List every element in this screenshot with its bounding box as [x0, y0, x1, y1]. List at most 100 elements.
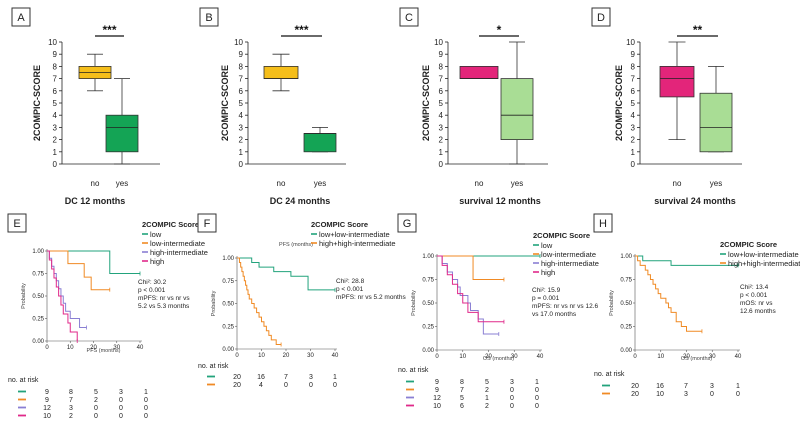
- box-yes: [303, 133, 337, 153]
- risk-value: 2: [94, 397, 98, 404]
- risk-value: 16: [656, 383, 664, 390]
- y-tick-label: 3: [239, 123, 244, 132]
- risk-value: 3: [309, 374, 313, 381]
- stat-line: p < 0.001: [138, 287, 166, 294]
- y-tick-label: 1.00: [620, 254, 632, 260]
- y-tick-label: 0.25: [422, 325, 434, 331]
- x-tick-label: 10: [258, 353, 265, 359]
- y-tick-label: 8: [631, 62, 636, 71]
- y-tick-label: 0.00: [620, 348, 632, 354]
- panel-label-box: [399, 7, 419, 27]
- risk-table-title: no. at risk: [8, 377, 39, 384]
- y-tick-label: 0.00: [32, 339, 44, 345]
- y-tick-label: 0: [631, 160, 636, 169]
- x-tick-label: 20: [683, 354, 690, 360]
- risk-value: 0: [535, 395, 539, 402]
- y-tick-label: 9: [631, 50, 636, 59]
- y-tick-label: 4: [439, 111, 444, 120]
- y-axis-title: 2COMPIC-SCORE: [614, 65, 624, 141]
- risk-value: 6: [460, 403, 464, 410]
- risk-value: 2: [485, 403, 489, 410]
- legend-label: high+high-intermediate: [728, 259, 800, 268]
- x-tick-label: 20: [283, 353, 290, 359]
- risk-value: 0: [333, 382, 337, 389]
- y-tick-label: 2: [53, 136, 58, 145]
- y-axis-title: Probability: [609, 290, 615, 316]
- box-plot-d: 0 1 2 3 4 5 6 7 8 9 10 2COMPIC-SCORE no yes ** survival…: [614, 23, 742, 206]
- y-tick-label: 0: [53, 160, 58, 169]
- panel-label-d: D: [597, 12, 605, 24]
- box-yes: [500, 78, 534, 140]
- risk-value: 3: [510, 379, 514, 386]
- x-axis-title: OS (months): [483, 356, 514, 362]
- km-curve-high-plus-high-intermediate: [635, 255, 702, 332]
- panel-label-box: [11, 7, 31, 27]
- y-tick-label: 6: [53, 87, 58, 96]
- risk-value: 3: [710, 383, 714, 390]
- y-tick-label: 6: [631, 87, 636, 96]
- legend: 2COMPIC Scorelow+low-intermediatehigh+hi…: [720, 240, 800, 268]
- x-tick-label: 0: [633, 354, 637, 360]
- legend-title: 2COMPIC Score: [720, 240, 777, 249]
- significance-label: **: [693, 23, 703, 37]
- x-tick-label: 40: [537, 354, 544, 360]
- y-axis-title: 2COMPIC-SCORE: [421, 65, 431, 141]
- y-axis-title: 2COMPIC-SCORE: [220, 65, 230, 141]
- risk-value: 0: [144, 397, 148, 404]
- y-tick-label: 0.75: [222, 279, 234, 285]
- km-curve-high: [437, 255, 504, 323]
- legend-label: low: [150, 230, 162, 239]
- y-tick-label: 8: [439, 62, 444, 71]
- km-curve-low-intermediate: [47, 250, 110, 291]
- chart-title: survival 24 months: [654, 196, 736, 206]
- stat-line: vs 17.0 months: [532, 311, 577, 318]
- panel-label-g: G: [403, 218, 412, 230]
- y-tick-label: 0.25: [32, 317, 44, 323]
- x-tick-label: 0: [45, 345, 49, 351]
- legend-title: 2COMPIC Score: [533, 231, 590, 240]
- x-tick-label: 10: [67, 345, 74, 351]
- risk-value: 0: [510, 387, 514, 394]
- panel-label-box: [7, 213, 27, 233]
- stat-line: p = 0.001: [532, 295, 560, 302]
- stat-line: Chi²: 28.8: [336, 278, 365, 285]
- legend-title: 2COMPIC Score: [142, 220, 199, 229]
- risk-value: 0: [535, 387, 539, 394]
- y-tick-label: 6: [439, 87, 444, 96]
- risk-value: 10: [656, 391, 664, 398]
- box-plot-a: 0 1 2 3 4 5 6 7 8 9 10 2COMPIC-SCORE no yes *** DC 12 m…: [32, 23, 160, 206]
- risk-value: 9: [435, 379, 439, 386]
- x-tick-label: 30: [113, 345, 120, 351]
- y-tick-label: 7: [631, 75, 636, 84]
- x-axis-title: PFS (months): [87, 348, 121, 354]
- y-tick-label: 5: [631, 99, 636, 108]
- y-axis-title: Probability: [411, 290, 417, 316]
- km-curve-low-plus-low-intermediate: [635, 255, 738, 266]
- risk-value: 8: [69, 389, 73, 396]
- risk-value: 1: [144, 389, 148, 396]
- legend-label: low-intermediate: [150, 239, 205, 248]
- panel-label-e: E: [13, 218, 20, 230]
- risk-value: 0: [144, 413, 148, 420]
- x-tick-label: 10: [459, 354, 466, 360]
- x-tick-label: 30: [511, 354, 518, 360]
- significance-label: ***: [294, 23, 308, 37]
- y-tick-label: 9: [439, 50, 444, 59]
- stat-line: Chi²: 15.9: [532, 287, 561, 294]
- y-tick-label: 6: [239, 87, 244, 96]
- risk-value: 2: [485, 387, 489, 394]
- y-tick-label: 0.50: [222, 302, 234, 308]
- x-tick-label: 0: [235, 353, 239, 359]
- box-plot-b: 0 1 2 3 4 5 6 7 8 9 10 2COMPIC-SCORE no yes *** DC 24 m…: [220, 23, 346, 206]
- x-tick-label: 40: [332, 353, 339, 359]
- risk-value: 9: [45, 397, 49, 404]
- y-tick-label: 4: [631, 111, 636, 120]
- y-tick-label: 2: [631, 136, 636, 145]
- stat-line: mOS: nr vs: [740, 300, 773, 307]
- km-plot-f: 0.000.250.500.751.000 10 20 30 40Probability…: [198, 220, 406, 389]
- y-tick-label: 7: [439, 75, 444, 84]
- x-tick-label: yes: [710, 179, 722, 188]
- risk-value: 0: [510, 403, 514, 410]
- y-tick-label: 0.50: [620, 301, 632, 307]
